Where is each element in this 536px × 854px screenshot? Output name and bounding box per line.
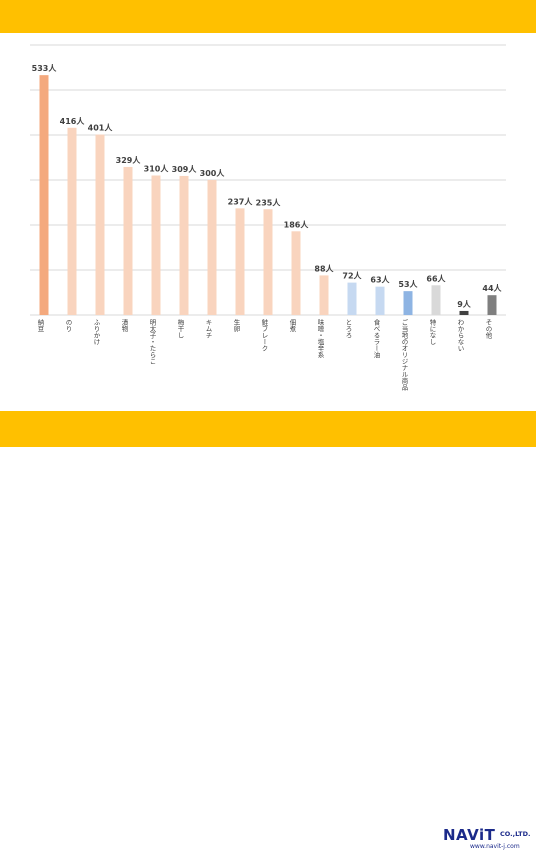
data-label: 186人: [284, 219, 310, 229]
category-label: ご当地のオリジナル商品: [400, 318, 408, 392]
bar: [95, 134, 105, 315]
data-label: 237人: [228, 196, 254, 206]
footer-banner: NAViT CO.,LTD. www.navit-j.com: [0, 411, 536, 854]
bar: [347, 282, 357, 315]
category-label: のり: [64, 319, 72, 332]
bar: [235, 208, 245, 315]
bar: [67, 127, 77, 315]
bar: [487, 295, 497, 315]
bar: [151, 175, 161, 315]
top-banner: [0, 0, 536, 33]
data-label: 44人: [482, 283, 502, 293]
category-label: 漬物: [120, 318, 128, 334]
bar: [431, 285, 441, 315]
category-label: キムチ: [204, 319, 212, 339]
data-label: 416人: [60, 116, 86, 126]
category-label: その他: [484, 319, 492, 340]
category-label: 特になし: [428, 318, 436, 346]
data-label: 401人: [88, 123, 114, 133]
logo-brand: NAViT: [443, 826, 496, 844]
bar: [291, 231, 301, 315]
logo-url: www.navit-j.com: [470, 843, 520, 850]
bar: [179, 175, 189, 315]
data-label: 533人: [32, 63, 58, 73]
bar: [319, 275, 329, 315]
company-logo: NAViT CO.,LTD. www.navit-j.com: [440, 826, 532, 854]
data-label: 9人: [457, 299, 472, 309]
data-label: 310人: [144, 164, 170, 174]
category-label: 佃煮: [288, 318, 296, 334]
bar: [263, 209, 273, 315]
data-label: 88人: [314, 263, 334, 273]
bar: [123, 166, 133, 315]
category-label: とろろ: [344, 319, 352, 340]
logo-suffix: CO.,LTD.: [500, 830, 531, 838]
data-label: 235人: [256, 197, 282, 207]
bar: [375, 286, 385, 315]
data-label: 72人: [342, 271, 362, 281]
data-label: 53人: [398, 279, 418, 289]
data-label: 66人: [426, 273, 446, 283]
category-label: 梅干し: [176, 318, 184, 339]
bar: [207, 180, 217, 315]
bar: [39, 75, 49, 316]
data-label: 329人: [116, 155, 142, 165]
category-label: 鮭フレーク: [260, 318, 268, 352]
category-label: 納豆: [36, 318, 44, 333]
category-label: 生卵: [232, 318, 240, 334]
data-label: 309人: [172, 164, 198, 174]
data-label: 300人: [200, 168, 226, 178]
bar: [403, 291, 413, 315]
data-label: 63人: [370, 275, 390, 285]
category-label: 明太子・たらこ: [148, 319, 156, 365]
category-label: 食べるラー油: [372, 318, 380, 360]
category-label: ふりかけ: [92, 319, 100, 346]
category-label: わからない: [456, 319, 464, 352]
bar: [459, 310, 469, 315]
category-label: 味噌・塩辛系: [316, 318, 324, 359]
